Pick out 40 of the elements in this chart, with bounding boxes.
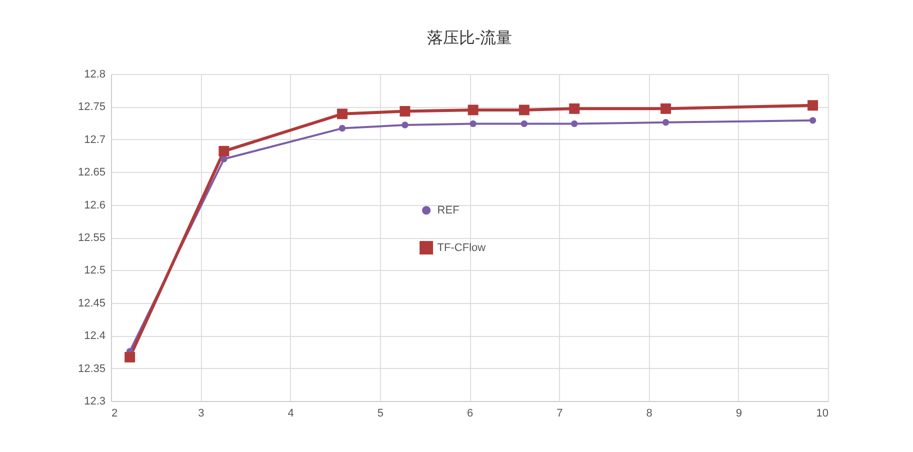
point <box>808 100 818 111</box>
x-tick-label: 4 <box>288 408 294 420</box>
y-tick-label: 12.75 <box>78 101 106 114</box>
x-tick-label: 2 <box>112 408 118 420</box>
chart-title: 落压比-流量 <box>426 29 512 47</box>
point <box>220 156 228 162</box>
x-tick-label: 3 <box>198 408 204 420</box>
x-tick-label: 8 <box>646 408 652 420</box>
y-tick-label: 12.5 <box>84 264 106 277</box>
y-tick-label: 12.55 <box>78 232 106 244</box>
point <box>569 103 580 114</box>
y-tick-label: 12.6 <box>84 199 106 212</box>
legend-label: REF <box>437 204 460 216</box>
legend-label: TF-CFlow <box>437 242 486 254</box>
point <box>338 124 346 132</box>
x-tick-label: 7 <box>556 408 563 420</box>
point <box>124 352 136 362</box>
point <box>402 122 408 128</box>
y-tick-label: 12.8 <box>84 68 106 80</box>
y-tick-label: 12.3 <box>84 396 106 408</box>
point <box>809 117 816 124</box>
y-tick-label: 12.45 <box>78 297 106 310</box>
point <box>571 120 578 128</box>
y-tick-label: 12.35 <box>78 362 106 375</box>
x-tick-label: 6 <box>466 408 474 420</box>
point <box>520 120 528 128</box>
y-tick-label: 12.4 <box>84 330 106 342</box>
point <box>468 104 478 116</box>
point <box>400 106 410 117</box>
x-tick-label: 5 <box>377 408 384 420</box>
y-tick-label: 12.65 <box>78 166 106 179</box>
point <box>218 146 230 156</box>
point <box>470 120 476 128</box>
point <box>662 119 670 126</box>
point <box>336 108 348 120</box>
x-tick-label: 10 <box>816 408 828 420</box>
y-tick-label: 12.7 <box>84 134 106 146</box>
x-tick-label: 9 <box>736 408 742 420</box>
point <box>660 103 672 114</box>
point <box>518 104 530 116</box>
